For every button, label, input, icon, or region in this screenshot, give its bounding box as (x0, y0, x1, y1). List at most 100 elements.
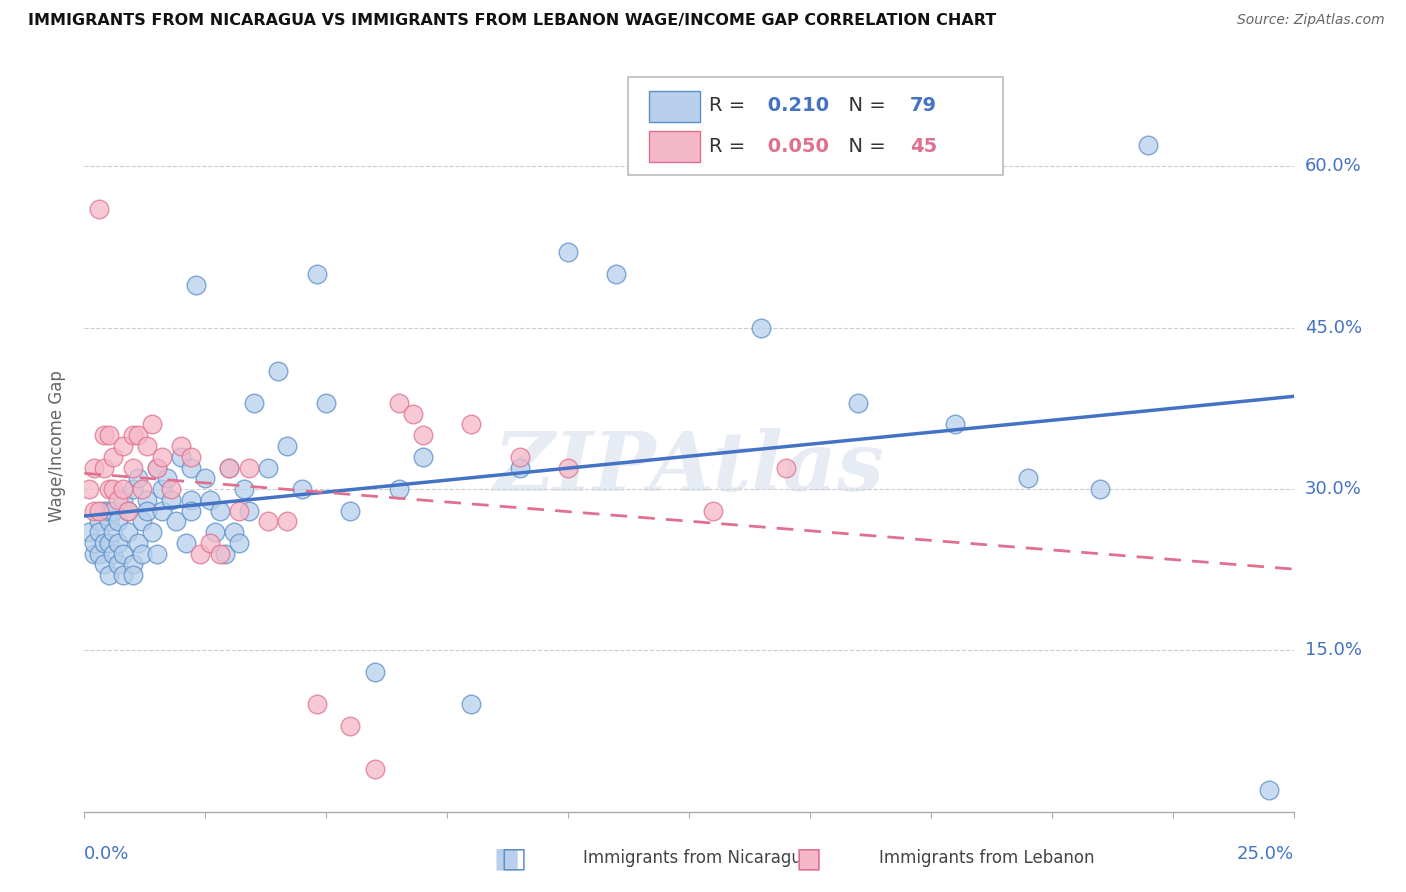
Point (83, 460, 105, 475)
Point (605, 267, 627, 281)
Point (93, 428, 115, 442)
Point (112, 439, 135, 453)
Point (170, 450, 193, 464)
Point (702, 503, 724, 517)
Point (121, 558, 143, 572)
Point (141, 524, 163, 539)
Point (184, 277, 207, 292)
Point (388, 396, 411, 410)
Point (136, 492, 159, 507)
Text: R =: R = (710, 96, 752, 115)
Point (93, 558, 115, 572)
Point (1088, 482, 1111, 496)
Point (112, 482, 135, 496)
Point (180, 492, 202, 507)
Text: 25.0%: 25.0% (1236, 845, 1294, 863)
Point (97, 428, 120, 442)
Point (291, 482, 314, 496)
Point (943, 417, 966, 432)
Point (117, 524, 139, 539)
Point (131, 514, 153, 528)
Text: ■: ■ (494, 844, 519, 872)
Point (208, 547, 231, 561)
Point (77, 524, 100, 539)
Point (276, 439, 298, 453)
Text: 79: 79 (910, 96, 938, 115)
Point (83, 547, 105, 561)
Point (97, 482, 120, 496)
Point (775, 460, 797, 475)
Point (112, 568, 135, 582)
Text: N =: N = (837, 96, 893, 115)
Text: Immigrants from Nicaragua: Immigrants from Nicaragua (583, 849, 813, 867)
Point (107, 558, 129, 572)
Point (460, 417, 482, 432)
Point (146, 460, 169, 475)
Text: 45.0%: 45.0% (1305, 318, 1362, 336)
Point (412, 450, 434, 464)
Point (97, 503, 120, 517)
Point (198, 492, 221, 507)
Point (136, 503, 159, 517)
Point (170, 439, 193, 453)
Text: 0.050: 0.050 (762, 136, 830, 155)
Point (103, 503, 125, 517)
Point (204, 524, 226, 539)
Point (315, 396, 337, 410)
Point (228, 503, 250, 517)
Point (228, 536, 250, 550)
Point (180, 450, 202, 464)
Point (146, 547, 169, 561)
Point (97, 568, 120, 582)
Point (103, 482, 125, 496)
Point (214, 547, 236, 561)
Point (83, 536, 105, 550)
Point (276, 514, 298, 528)
Point (257, 460, 280, 475)
Point (1137, 137, 1160, 152)
Point (1017, 471, 1039, 485)
Point (136, 439, 159, 453)
Point (233, 482, 256, 496)
Point (150, 482, 173, 496)
Point (160, 482, 183, 496)
Point (339, 503, 361, 517)
Point (751, 320, 773, 334)
Point (174, 536, 197, 550)
Point (460, 697, 482, 711)
Point (218, 460, 240, 475)
Point (363, 762, 385, 776)
Text: ■: ■ (796, 844, 821, 872)
Point (846, 396, 869, 410)
Point (103, 450, 125, 464)
Point (402, 407, 425, 421)
Point (97, 514, 120, 528)
Point (238, 503, 260, 517)
Point (103, 524, 125, 539)
Point (131, 547, 153, 561)
Point (257, 514, 280, 528)
Point (93, 536, 115, 550)
Point (190, 547, 212, 561)
Point (305, 697, 328, 711)
Text: 45: 45 (910, 136, 938, 155)
Point (208, 503, 231, 517)
Point (112, 492, 135, 507)
Point (127, 428, 149, 442)
Point (339, 719, 361, 733)
Point (121, 428, 143, 442)
Point (112, 547, 135, 561)
Text: IMMIGRANTS FROM NICARAGUA VS IMMIGRANTS FROM LEBANON WAGE/INCOME GAP CORRELATION: IMMIGRANTS FROM NICARAGUA VS IMMIGRANTS … (28, 13, 997, 29)
Point (87, 503, 110, 517)
Point (121, 568, 143, 582)
FancyBboxPatch shape (650, 131, 700, 162)
Point (127, 471, 149, 485)
Point (198, 536, 221, 550)
Point (180, 503, 202, 517)
FancyBboxPatch shape (650, 91, 700, 122)
Text: □: □ (501, 844, 526, 872)
Text: R =: R = (710, 136, 752, 155)
Point (83, 503, 105, 517)
Point (363, 665, 385, 679)
Point (412, 428, 434, 442)
